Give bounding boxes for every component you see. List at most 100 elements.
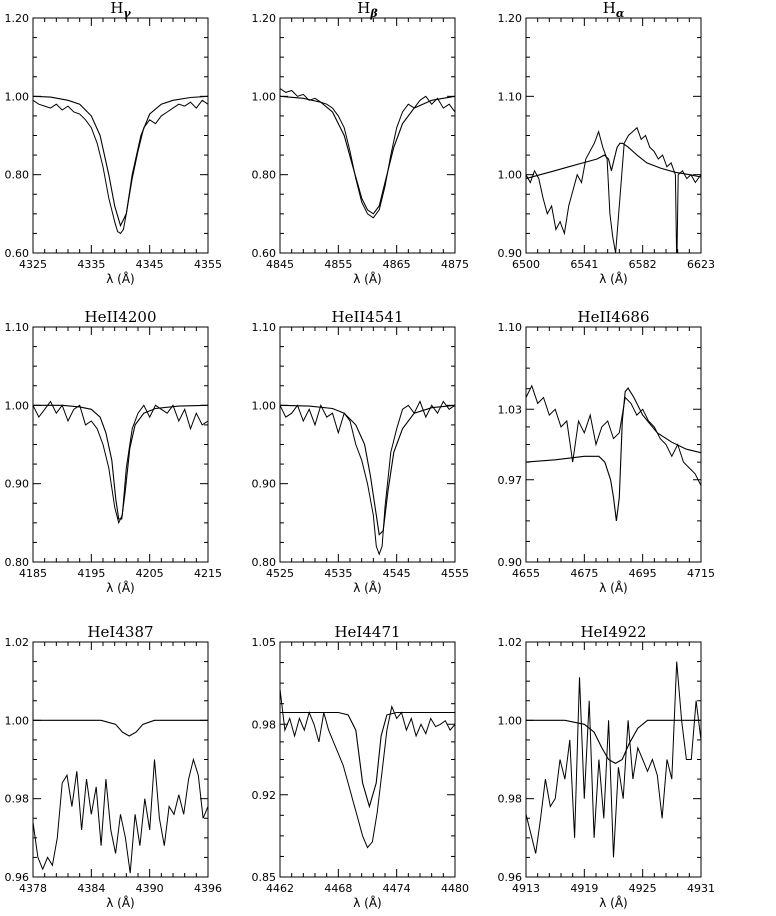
model-profile-line [33, 719, 208, 737]
x-tick-label: 4715 [687, 567, 715, 580]
panel-title: HeII4686 [578, 308, 650, 326]
y-tick-label: 0.90 [252, 478, 277, 491]
y-tick-label: 1.20 [252, 12, 277, 25]
y-tick-label: 1.20 [498, 12, 523, 25]
panel-title: HeI4922 [580, 623, 646, 641]
x-tick-label: 4325 [19, 258, 47, 271]
x-axis-label: λ (Å) [599, 895, 628, 910]
panel-title: Hγ [110, 0, 131, 20]
plot-frame [32, 641, 209, 878]
x-axis-label: λ (Å) [353, 895, 382, 910]
panel-9: HeI4922 4913 4919 4925 4931 0.96 0.98 1.00 1.02 λ… [498, 623, 716, 910]
model-profile-line [33, 95, 208, 228]
y-tick-label: 1.00 [498, 714, 523, 727]
observed-spectrum-line [526, 661, 701, 858]
model-profile-line [526, 387, 701, 521]
x-axis-label: λ (Å) [353, 580, 382, 595]
x-tick-label: 4655 [512, 567, 540, 580]
y-tick-label: 1.00 [5, 714, 30, 727]
panel-title: HeII4200 [85, 308, 157, 326]
x-tick-label: 4555 [441, 567, 469, 580]
observed-spectrum-line [33, 99, 208, 235]
panel-1: Hγ 4325 4335 4345 4355 0.60 0.80 1.00 1.20 λ (Å) [5, 0, 223, 286]
panel-5: HeII4541 4525 4535 4545 4555 0.80 0.90 1.00 1.10… [252, 308, 470, 595]
y-tick-label: 1.10 [252, 321, 277, 334]
observed-spectrum-line [280, 688, 455, 849]
x-axis-label: λ (Å) [599, 271, 628, 286]
y-tick-label: 1.10 [498, 321, 523, 334]
panel-title: HeI4387 [87, 623, 153, 641]
x-tick-label: 4384 [77, 882, 105, 895]
x-tick-label: 4468 [324, 882, 352, 895]
x-tick-label: 6582 [629, 258, 657, 271]
x-tick-label: 4875 [441, 258, 469, 271]
panel-8: HeI4471 4462 4468 4474 4480 0.85 0.92 0.98 1.05 λ… [252, 623, 470, 910]
y-tick-label: 0.80 [5, 169, 30, 182]
y-tick-label: 1.10 [5, 321, 30, 334]
x-tick-label: 4925 [629, 882, 657, 895]
x-axis-label: λ (Å) [106, 271, 135, 286]
x-tick-label: 6541 [570, 258, 598, 271]
x-tick-label: 4525 [266, 567, 294, 580]
model-profile-line [280, 711, 455, 809]
y-tick-label: 1.00 [252, 90, 277, 103]
x-tick-label: 6500 [512, 258, 540, 271]
y-tick-label: 0.98 [5, 793, 30, 806]
plot-frame [279, 17, 456, 254]
x-tick-label: 4535 [324, 567, 352, 580]
y-tick-label: 0.60 [252, 247, 277, 260]
y-tick-label: 1.02 [498, 636, 523, 649]
y-tick-label: 0.96 [498, 871, 523, 884]
x-tick-label: 4462 [266, 882, 294, 895]
y-tick-label: 1.00 [5, 399, 30, 412]
y-tick-label: 1.00 [252, 399, 277, 412]
plot-frame [525, 641, 702, 878]
panel-title: Hβ [357, 0, 378, 20]
y-tick-label: 0.90 [5, 478, 30, 491]
y-tick-label: 0.80 [252, 556, 277, 569]
x-tick-label: 6623 [687, 258, 715, 271]
y-tick-label: 0.97 [498, 474, 523, 487]
x-tick-label: 4185 [19, 567, 47, 580]
x-tick-label: 4480 [441, 882, 469, 895]
plot-frame [32, 326, 209, 563]
y-tick-label: 1.00 [498, 169, 523, 182]
panel-title: HeI4471 [334, 623, 400, 641]
y-tick-label: 0.80 [252, 169, 277, 182]
x-tick-label: 4855 [324, 258, 352, 271]
observed-spectrum-line [526, 126, 701, 253]
y-tick-label: 0.98 [498, 793, 523, 806]
y-tick-label: 0.90 [498, 247, 523, 260]
panel-2: Hβ 4845 4855 4865 4875 0.60 0.80 1.00 1.20 λ (Å) [252, 0, 470, 286]
observed-spectrum-line [526, 384, 701, 486]
panel-6: HeII4686 4655 4675 4695 4715 0.90 0.97 1.03 1.10… [498, 308, 716, 595]
y-tick-label: 0.98 [252, 718, 277, 731]
plot-frame [525, 326, 702, 563]
y-tick-label: 1.00 [5, 90, 30, 103]
panel-4: HeII4200 4185 4195 4205 4215 0.80 0.90 1.00 1.10… [5, 308, 223, 595]
x-axis-label: λ (Å) [353, 271, 382, 286]
y-tick-label: 1.05 [252, 636, 277, 649]
observed-spectrum-line [280, 88, 455, 219]
x-tick-label: 4474 [383, 882, 411, 895]
y-tick-label: 1.02 [5, 636, 30, 649]
y-tick-label: 0.92 [252, 789, 277, 802]
y-tick-label: 0.80 [5, 556, 30, 569]
plot-frame [279, 326, 456, 563]
panel-title: Hα [603, 0, 625, 20]
model-profile-line [280, 404, 455, 536]
y-tick-label: 0.96 [5, 871, 30, 884]
plot-frame [525, 17, 702, 254]
x-tick-label: 4215 [194, 567, 222, 580]
x-tick-label: 4545 [383, 567, 411, 580]
model-profile-line [33, 404, 208, 520]
model-profile-line [280, 95, 455, 215]
x-tick-label: 4695 [629, 567, 657, 580]
x-tick-label: 4355 [194, 258, 222, 271]
plot-frame [32, 17, 209, 254]
x-tick-label: 4396 [194, 882, 222, 895]
x-axis-label: λ (Å) [106, 895, 135, 910]
x-tick-label: 4205 [136, 567, 164, 580]
x-axis-label: λ (Å) [106, 580, 135, 595]
model-profile-line [526, 719, 701, 765]
